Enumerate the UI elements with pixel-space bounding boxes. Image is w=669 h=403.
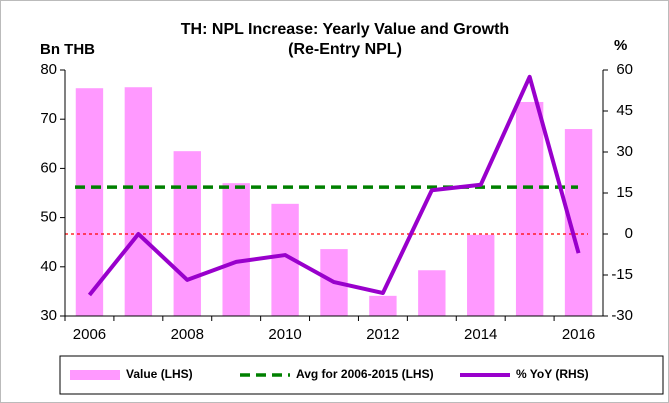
y2-tick-label: 0 <box>625 225 633 242</box>
y-axis-label: Bn THB <box>40 41 95 58</box>
y-tick-label: 30 <box>40 307 57 324</box>
y2-tick-label: 60 <box>616 61 633 78</box>
y2-tick-label: 15 <box>616 184 633 201</box>
x-tick-label: 2012 <box>366 326 399 343</box>
bar <box>222 183 250 316</box>
bar <box>515 101 544 316</box>
y-tick-label: 70 <box>40 110 57 127</box>
x-tick-label: 2010 <box>268 326 301 343</box>
y2-tick-label: -30 <box>611 307 633 324</box>
y2-tick-label: 45 <box>616 102 633 119</box>
y2-tick-label: -15 <box>611 266 633 283</box>
chart-subtitle: (Re-Entry NPL) <box>288 41 402 58</box>
x-tick-label: 2014 <box>464 326 497 343</box>
bar <box>369 295 397 316</box>
y2-axis-label: % <box>614 37 627 54</box>
y-tick-label: 60 <box>40 159 57 176</box>
chart-title: TH: NPL Increase: Yearly Value and Growt… <box>181 21 509 38</box>
x-tick-label: 2016 <box>562 326 595 343</box>
legend-label: Value (LHS) <box>126 367 193 381</box>
bar <box>467 234 495 316</box>
y-tick-label: 40 <box>40 258 57 275</box>
bar <box>124 87 153 316</box>
y-tick-label: 80 <box>40 61 57 78</box>
legend-box <box>59 355 664 395</box>
bar <box>418 270 446 316</box>
y2-tick-label: 30 <box>616 143 633 160</box>
legend-label: Avg for 2006-2015 (LHS) <box>296 367 434 381</box>
line-series <box>87 74 581 297</box>
x-tick-label: 2006 <box>73 326 106 343</box>
y-tick-label: 50 <box>40 209 57 226</box>
bar <box>75 88 104 316</box>
legend-label: % YoY (RHS) <box>516 367 589 381</box>
legend-swatch <box>70 370 120 380</box>
x-tick-label: 2008 <box>171 326 204 343</box>
